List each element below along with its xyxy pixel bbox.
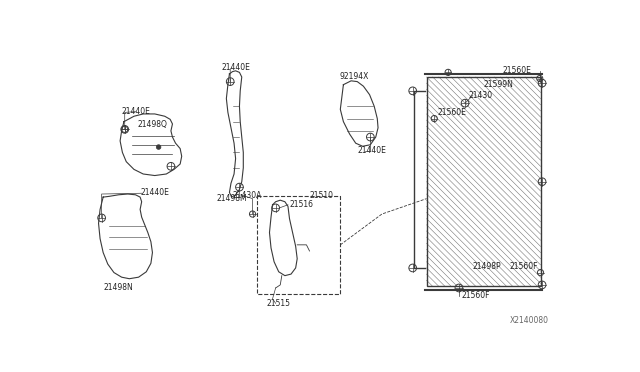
Circle shape [156,145,161,150]
Text: 21560E: 21560E [437,108,466,117]
Text: 21430A: 21430A [232,191,262,200]
Text: X2140080: X2140080 [509,316,548,325]
Text: 21516: 21516 [289,200,314,209]
Bar [427,77,541,286]
Text: 21498N: 21498N [103,283,133,292]
Text: 21560F: 21560F [509,262,538,271]
Text: 21440E: 21440E [221,63,251,72]
Text: 21440E: 21440E [357,147,386,155]
Text: 92194X: 92194X [340,73,369,81]
Text: 21560E: 21560E [503,66,532,75]
Text: 21560F: 21560F [462,291,490,300]
Text: 21510: 21510 [310,191,333,200]
Text: 21498M: 21498M [216,194,247,203]
Text: 21440E: 21440E [122,107,150,116]
Text: 21599N: 21599N [484,80,513,89]
Text: 21430: 21430 [468,91,492,100]
Text: 21498P: 21498P [473,262,501,271]
Text: 21440E: 21440E [140,188,169,197]
Text: 21515: 21515 [266,299,291,308]
Text: 21498Q: 21498Q [137,120,167,129]
Bar [257,196,340,294]
